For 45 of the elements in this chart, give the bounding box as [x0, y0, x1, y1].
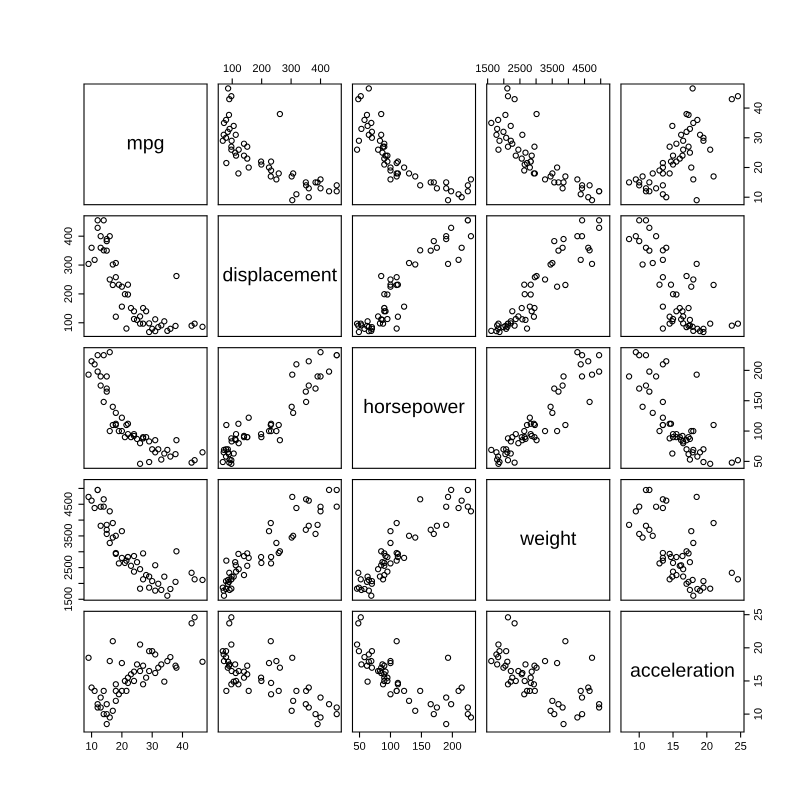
x-tick-label: 400	[312, 64, 330, 72]
x-tick-label: 300	[282, 64, 300, 72]
y-tick-label: 400	[64, 227, 72, 246]
text: horsepower	[364, 398, 464, 418]
x-tick-label: 100	[382, 742, 400, 750]
y-tick-label: 2500	[64, 556, 72, 580]
x-tick-label: 40	[176, 742, 188, 750]
text: weight	[520, 530, 576, 549]
y-tick-label: 20	[754, 162, 762, 174]
x-tick-label: 30	[146, 742, 158, 750]
x-tick-label: 50	[354, 742, 366, 750]
x-tick-label: 100	[224, 64, 242, 72]
y-tick-label: 30	[754, 132, 762, 144]
text: displacement	[223, 267, 337, 286]
x-tick-label: 150	[413, 742, 430, 750]
x-tick-label: 10	[86, 742, 98, 750]
y-tick-label: 4500	[64, 492, 72, 516]
x-tick-label: 25	[735, 742, 746, 750]
y-tick-label: 1500	[64, 587, 72, 611]
y-tick-label: 25	[754, 608, 762, 620]
x-tick-label: 2500	[508, 64, 532, 72]
y-tick-label: 3500	[64, 524, 72, 548]
y-tick-label: 15	[754, 675, 762, 686]
text: acceleration	[630, 662, 734, 677]
x-tick-label: 10	[634, 742, 645, 750]
y-tick-label: 150	[754, 392, 762, 410]
x-tick-label: 200	[444, 742, 462, 750]
x-tick-label: 20	[701, 742, 713, 750]
y-tick-label: 200	[754, 362, 762, 380]
x-tick-label: 3500	[540, 64, 564, 72]
y-tick-label: 200	[64, 285, 72, 303]
y-tick-label: 40	[754, 102, 762, 114]
x-tick-label: 200	[252, 64, 270, 72]
y-tick-label: 300	[64, 256, 72, 274]
y-tick-label: 100	[754, 422, 762, 440]
x-tick-label: 1500	[476, 64, 500, 72]
y-tick-label: 10	[754, 708, 762, 720]
y-tick-label: 50	[754, 456, 762, 468]
x-tick-label: 20	[116, 742, 128, 750]
text: mpg	[128, 138, 164, 154]
y-tick-label: 10	[754, 191, 762, 203]
x-tick-label: 4500	[572, 64, 596, 72]
y-tick-label: 100	[64, 314, 72, 332]
x-tick-label: 15	[668, 742, 679, 750]
y-tick-label: 20	[754, 642, 762, 654]
